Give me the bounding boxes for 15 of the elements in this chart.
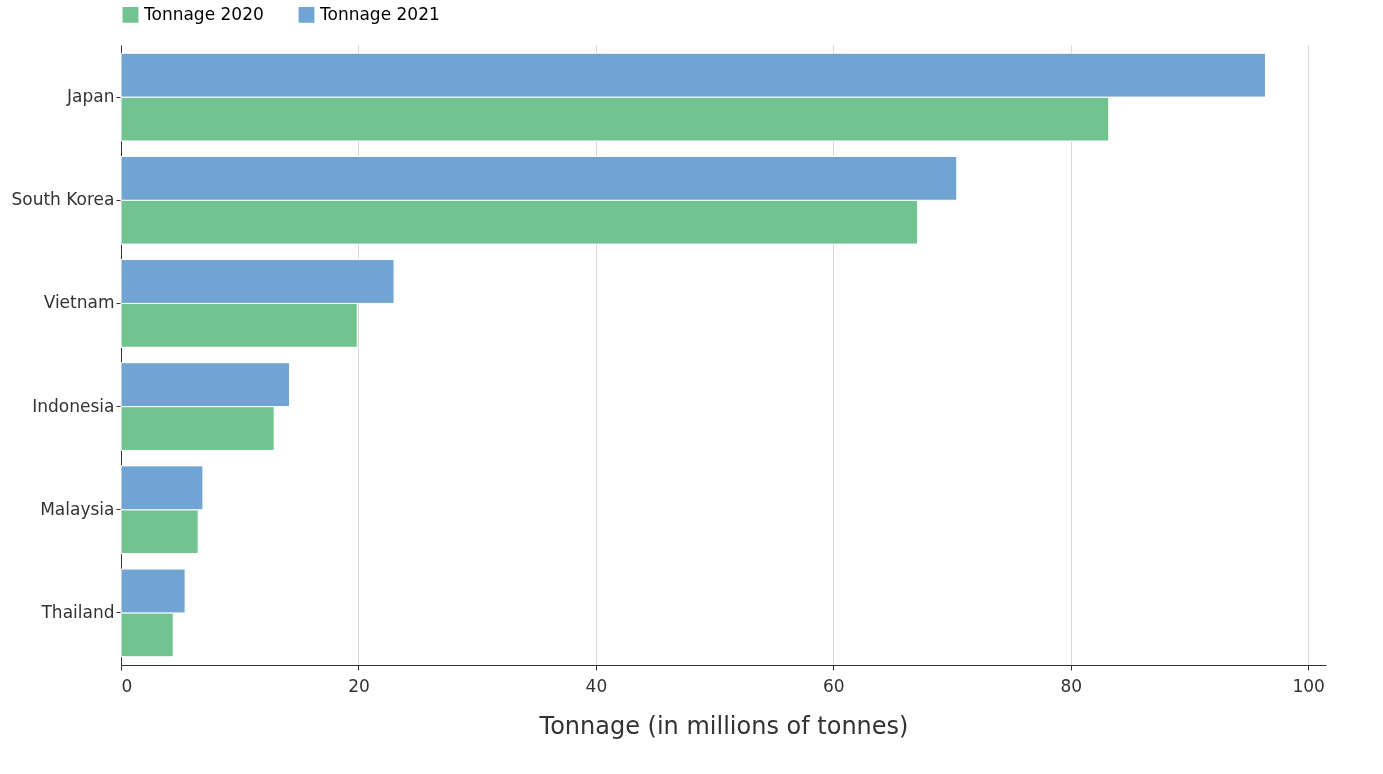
x-tick-label: 80	[1060, 675, 1083, 696]
x-tick-label: 60	[822, 675, 845, 696]
legend-label: Tonnage 2020	[143, 3, 264, 24]
y-tick-label: South Korea	[11, 189, 115, 210]
x-tick-label: 20	[348, 675, 370, 696]
x-tick-label: 40	[585, 675, 608, 696]
y-tick-label: Vietnam	[43, 292, 115, 313]
y-tick-label: Malaysia	[40, 498, 115, 519]
x-tick-label: 100	[1292, 675, 1325, 696]
legend-label: Tonnage 2021	[319, 3, 440, 24]
x-tick-label: 0	[121, 675, 133, 696]
y-tick-label: Thailand	[40, 601, 115, 622]
y-tick-label: Japan	[66, 86, 115, 107]
y-tick-label: Indonesia	[32, 395, 115, 416]
x-axis-title: Tonnage (in millions of tonnes)	[538, 711, 909, 740]
